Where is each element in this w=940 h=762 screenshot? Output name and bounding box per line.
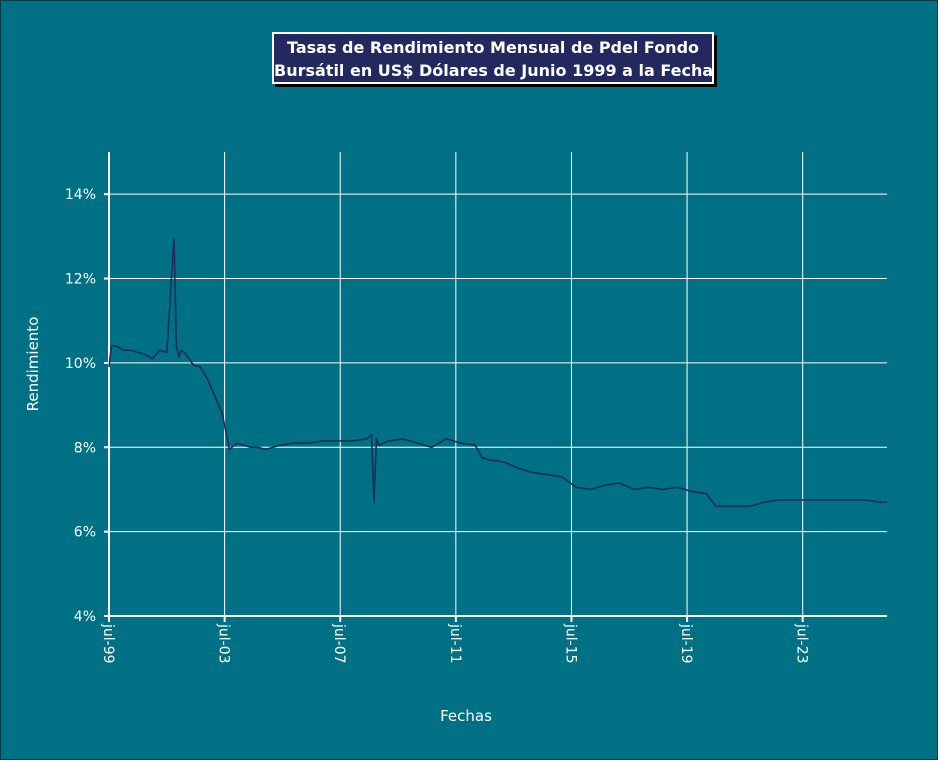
- tick-labels: 4% 6% 8% 10% 12% 14% jul-99 jul-03 jul-07 jul-11 j…: [65, 187, 810, 663]
- x-tick-label: jul-19: [678, 623, 694, 664]
- series-layer: [108, 237, 887, 508]
- y-tick-label: 10%: [65, 356, 96, 372]
- y-tick-label: 12%: [65, 272, 96, 288]
- x-tick-label: jul-07: [331, 623, 347, 664]
- x-tick-label: jul-15: [562, 623, 578, 664]
- x-tick-label: jul-03: [216, 623, 232, 664]
- chart-title: Tasas de Rendimiento Mensual de Pdel Fon…: [272, 32, 714, 84]
- chart-title-line-1: Tasas de Rendimiento Mensual de Pdel Fon…: [286, 38, 700, 57]
- y-tick-label: 4%: [74, 609, 96, 625]
- chart-title-line-2: Bursátil en US$ Dólares de Junio 1999 a …: [274, 61, 714, 80]
- y-tick-label: 6%: [74, 525, 96, 541]
- y-tick-label: 8%: [74, 440, 96, 456]
- x-tick-label: jul-11: [447, 623, 463, 664]
- y-tick-label: 14%: [65, 187, 96, 203]
- x-axis-label: Fechas: [440, 707, 492, 725]
- grid-lines: [108, 152, 887, 617]
- y-axis-label: Rendimiento: [24, 317, 42, 412]
- x-tick-label: jul-23: [794, 623, 810, 664]
- axes: [104, 152, 887, 622]
- x-tick-label: jul-99: [100, 623, 116, 664]
- series-line: [108, 237, 887, 508]
